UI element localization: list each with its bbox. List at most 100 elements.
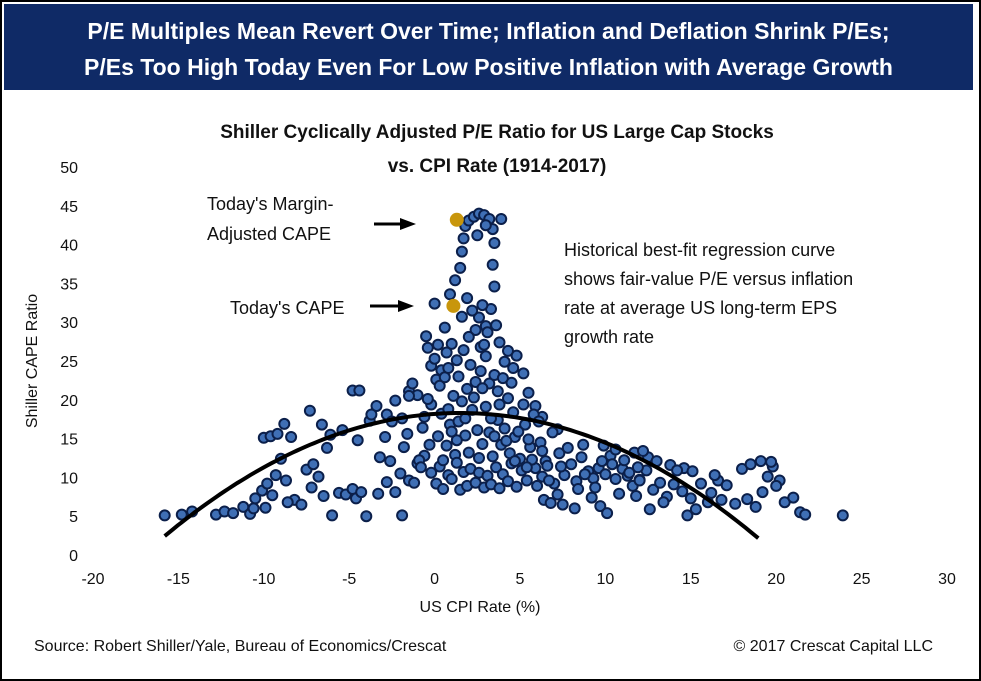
x-tick-label: -15 xyxy=(167,571,190,588)
data-point xyxy=(765,455,778,468)
data-point xyxy=(317,490,330,502)
annotation-todays-cape: Today's CAPE xyxy=(230,298,345,318)
data-point xyxy=(416,421,429,434)
y-tick-label: 15 xyxy=(60,432,78,449)
data-point xyxy=(433,379,446,392)
data-point xyxy=(261,477,274,490)
data-point xyxy=(510,480,523,493)
data-point xyxy=(631,461,644,474)
data-point xyxy=(502,344,514,357)
copyright-note: © 2017 Crescat Capital LLC xyxy=(733,638,933,655)
data-point xyxy=(575,451,588,464)
data-point xyxy=(326,509,339,522)
data-point xyxy=(478,338,491,351)
data-point xyxy=(450,354,463,367)
data-point xyxy=(445,337,458,350)
data-point xyxy=(455,245,468,258)
data-point xyxy=(729,497,742,510)
data-point xyxy=(488,237,501,249)
data-point xyxy=(544,497,557,509)
data-point xyxy=(502,475,514,488)
data-point xyxy=(281,496,294,509)
data-point xyxy=(520,461,533,474)
data-point xyxy=(553,447,566,460)
data-point xyxy=(476,438,489,450)
data-point xyxy=(457,232,470,245)
data-point xyxy=(467,391,480,404)
data-point xyxy=(280,474,292,487)
data-point xyxy=(312,470,325,483)
data-point xyxy=(630,490,643,502)
data-point xyxy=(565,458,578,471)
data-point xyxy=(599,468,612,481)
data-point xyxy=(756,486,769,499)
data-point xyxy=(406,377,419,390)
y-tick-label: 50 xyxy=(60,160,78,177)
data-point xyxy=(618,454,631,467)
chart-title-line-2: vs. CPI Rate (1914-2017) xyxy=(388,156,607,177)
annotation-margin-adjusted-line-2: Adjusted CAPE xyxy=(207,224,331,244)
x-tick-label: -5 xyxy=(342,571,356,588)
data-point xyxy=(473,452,485,464)
data-point xyxy=(285,431,298,443)
data-point xyxy=(488,430,501,443)
data-point xyxy=(455,395,468,408)
data-point xyxy=(379,431,392,443)
data-point xyxy=(307,458,320,471)
data-point xyxy=(384,455,397,468)
data-point xyxy=(741,493,754,506)
data-point xyxy=(373,451,386,464)
data-point xyxy=(461,382,474,395)
data-point xyxy=(295,498,308,511)
data-point xyxy=(799,508,812,521)
data-point xyxy=(568,502,581,515)
data-point xyxy=(479,350,492,363)
annotation-regression-line-2: shows fair-value P/E versus inflation xyxy=(564,269,853,289)
data-point xyxy=(585,491,598,504)
data-point xyxy=(321,441,333,454)
data-point xyxy=(481,326,494,339)
data-point xyxy=(303,404,316,417)
y-tick-label: 20 xyxy=(60,393,78,410)
x-tick-label: 15 xyxy=(682,571,700,588)
data-point xyxy=(445,473,458,485)
data-point xyxy=(449,274,462,287)
data-point xyxy=(414,461,427,474)
data-point xyxy=(623,466,636,479)
data-point xyxy=(543,474,555,487)
data-point xyxy=(423,438,436,451)
data-point xyxy=(315,418,328,431)
data-point xyxy=(473,311,485,324)
data-point xyxy=(370,400,383,412)
data-point xyxy=(496,372,509,385)
arrow-todays-cape xyxy=(370,300,414,312)
data-point xyxy=(396,509,409,522)
data-point xyxy=(450,456,463,469)
data-point xyxy=(403,389,415,402)
annotation-regression-line-1: Historical best-fit regression curve xyxy=(564,240,835,260)
data-point xyxy=(464,358,477,371)
data-point xyxy=(517,398,530,411)
data-point xyxy=(259,501,272,514)
data-point xyxy=(637,445,649,457)
data-point xyxy=(445,425,458,438)
data-point xyxy=(421,341,434,354)
data-point xyxy=(351,434,364,447)
data-point xyxy=(440,346,453,359)
data-point xyxy=(787,491,800,504)
data-point xyxy=(479,400,492,413)
data-point xyxy=(397,441,410,454)
headline-line-2: P/Es Too High Today Even For Low Positiv… xyxy=(84,54,893,80)
data-point xyxy=(421,393,434,405)
data-point xyxy=(647,483,660,496)
data-point xyxy=(749,500,762,513)
data-point xyxy=(493,336,506,349)
y-tick-labels: 0 5 10 15 20 25 30 35 40 45 50 xyxy=(60,160,78,565)
x-tick-label: 5 xyxy=(516,571,525,588)
data-point xyxy=(401,427,414,440)
data-point xyxy=(495,213,508,225)
data-point xyxy=(466,304,479,317)
data-point xyxy=(498,355,511,368)
data-point xyxy=(447,389,460,402)
